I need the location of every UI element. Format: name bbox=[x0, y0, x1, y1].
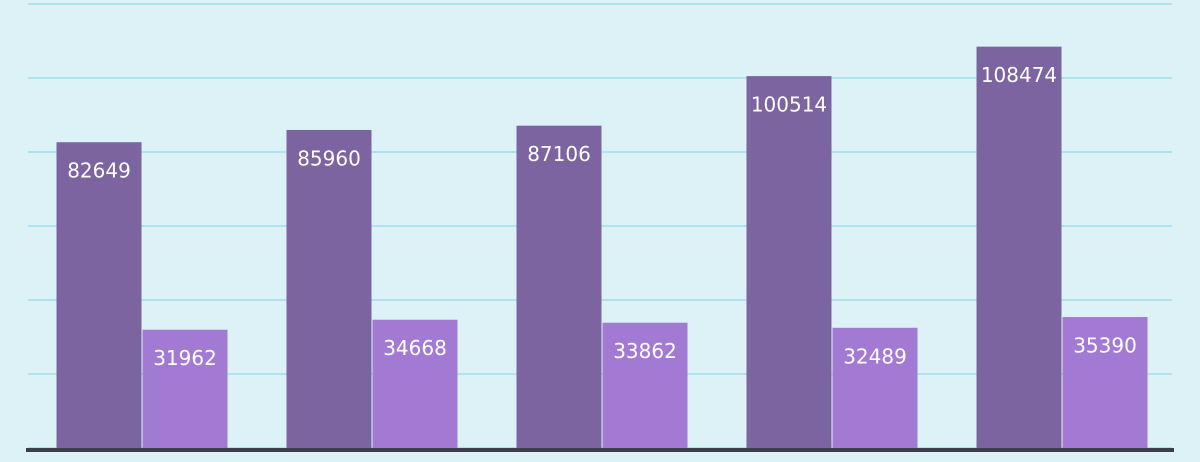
bar bbox=[1062, 317, 1148, 448]
bar bbox=[142, 329, 228, 448]
bar bbox=[832, 327, 918, 448]
data-label: 31962 bbox=[153, 346, 217, 370]
bar bbox=[372, 319, 458, 448]
bar bbox=[602, 322, 688, 448]
data-label: 87106 bbox=[527, 142, 591, 166]
bar bbox=[976, 46, 1062, 448]
data-label: 100514 bbox=[751, 93, 827, 117]
data-label: 32489 bbox=[843, 344, 907, 368]
bar bbox=[516, 125, 602, 449]
bar bbox=[286, 129, 372, 448]
bar bbox=[56, 142, 142, 448]
data-label: 34668 bbox=[383, 336, 447, 360]
data-label: 33862 bbox=[613, 339, 677, 363]
data-label: 108474 bbox=[981, 63, 1057, 87]
data-label: 85960 bbox=[297, 146, 361, 170]
bar bbox=[746, 76, 832, 448]
data-label: 35390 bbox=[1073, 334, 1137, 358]
data-label: 82649 bbox=[67, 159, 131, 183]
